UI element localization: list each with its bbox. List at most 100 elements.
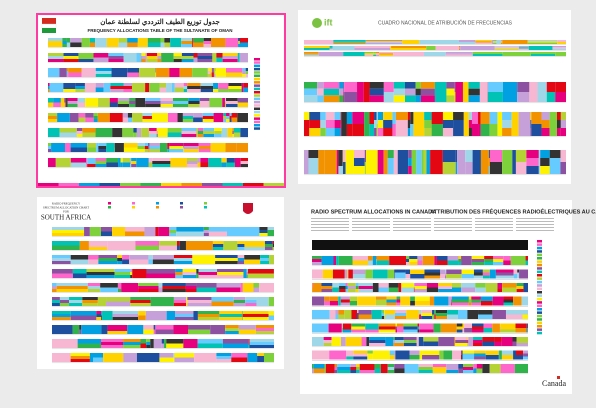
legend-swatch: [254, 120, 260, 124]
band: [159, 353, 174, 358]
band: [138, 286, 159, 289]
band: [148, 158, 153, 163]
band: [348, 269, 353, 279]
band: [472, 158, 481, 166]
band: [122, 255, 130, 260]
band: [374, 120, 377, 128]
band: [480, 112, 490, 124]
band: [443, 350, 453, 360]
band: [516, 289, 524, 292]
band: [393, 95, 405, 102]
band: [467, 340, 469, 343]
band: [336, 150, 339, 174]
band: [317, 88, 324, 96]
band: [264, 244, 273, 247]
band: [125, 227, 145, 232]
band: [66, 98, 68, 107]
band: [434, 82, 447, 102]
band: [98, 258, 118, 261]
band: [453, 120, 464, 128]
band: [202, 116, 214, 119]
band: [52, 241, 80, 246]
band: [540, 158, 550, 166]
band: [48, 68, 60, 77]
band: [63, 89, 76, 92]
band: [48, 83, 50, 86]
band: [312, 259, 322, 262]
band: [233, 303, 246, 306]
band: [242, 311, 243, 316]
band: [440, 274, 446, 279]
flag: [42, 18, 56, 24]
band: [52, 269, 73, 274]
band: [482, 341, 495, 346]
legend-swatch: [537, 274, 542, 277]
band: [148, 255, 153, 260]
band: [343, 52, 365, 56]
band: [153, 325, 156, 330]
band: [410, 274, 425, 279]
band: [200, 162, 209, 167]
band: [442, 112, 454, 120]
band: [347, 286, 356, 289]
text-line: [475, 224, 513, 225]
band: [409, 259, 418, 262]
band: [213, 71, 216, 74]
band: [85, 98, 99, 107]
legend-swatch: [156, 206, 159, 209]
legend-swatch: [132, 206, 135, 209]
band: [226, 98, 238, 101]
band: [244, 255, 261, 260]
band: [345, 150, 354, 174]
band: [387, 158, 394, 166]
band: [418, 367, 433, 370]
band: [153, 339, 162, 348]
band: [357, 296, 376, 301]
band: [510, 260, 526, 265]
band: [386, 299, 397, 303]
band: [203, 230, 209, 233]
band: [452, 287, 462, 292]
band: [385, 314, 395, 319]
band: [120, 158, 123, 163]
band: [393, 150, 398, 174]
band: [211, 38, 226, 47]
band: [476, 364, 483, 369]
band: [176, 231, 204, 236]
band: [187, 86, 201, 89]
band: [226, 113, 230, 116]
band: [233, 297, 246, 300]
band: [202, 113, 214, 116]
band: [234, 158, 241, 167]
band: [70, 143, 88, 148]
band: [146, 59, 158, 62]
band: [138, 283, 159, 286]
band: [59, 303, 70, 306]
poster-title-line: SPECTRUM ALLOCATION CHART: [43, 206, 89, 210]
band: [346, 350, 354, 354]
band: [158, 283, 163, 288]
band: [357, 313, 359, 316]
band: [63, 86, 76, 89]
band: [379, 53, 394, 55]
band: [351, 323, 366, 327]
band: [304, 52, 319, 54]
band: [52, 314, 71, 317]
band: [365, 329, 379, 333]
band: [231, 353, 248, 358]
band: [473, 337, 483, 340]
band: [233, 300, 246, 303]
band: [106, 143, 115, 152]
band: [442, 120, 454, 128]
band: [393, 52, 424, 56]
band: [389, 355, 395, 360]
band: [145, 311, 167, 320]
band: [340, 302, 350, 306]
band: [66, 38, 71, 43]
band: [96, 317, 102, 320]
band: [364, 54, 374, 56]
band: [391, 48, 427, 50]
band: [130, 297, 151, 300]
band: [139, 68, 156, 77]
band: [373, 52, 376, 54]
